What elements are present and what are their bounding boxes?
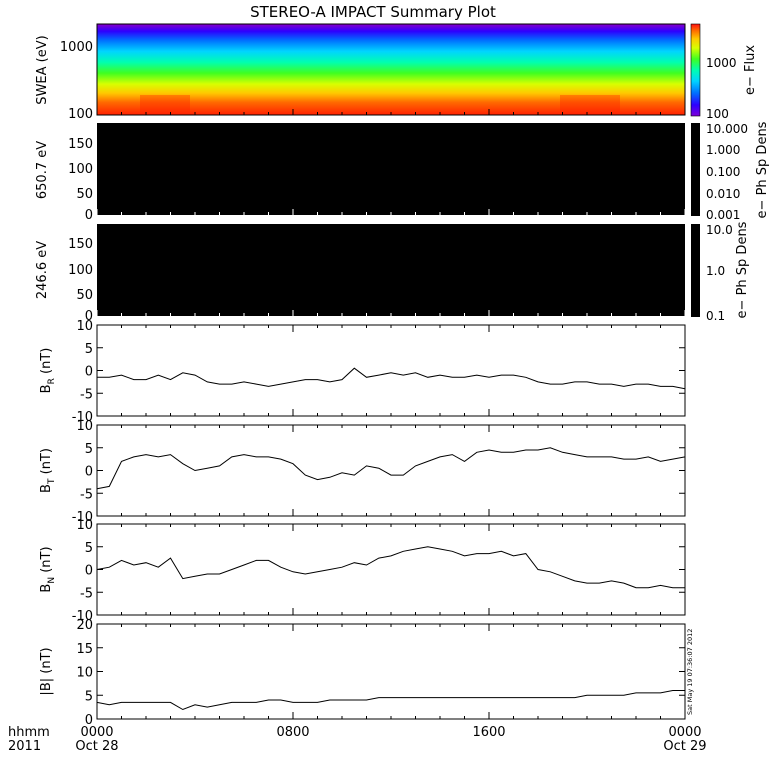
swea-ylabel: SWEA (eV) [35,35,50,104]
bmag-ytick-label: 5 [85,689,93,704]
pad650-ytick-0: 0 [85,208,93,223]
br-ytick-label: 5 [85,342,93,357]
bt-panel: 10 5 0 -5 -10 BT (nT) [39,419,686,525]
generation-timestamp: Sat May 19 07:36:07 2012 [686,629,694,715]
br-frame [96,324,686,417]
bt-ytick-label: -5 [80,487,93,502]
pad650-ytick-150: 150 [68,137,93,152]
swea-ytick-100: 100 [68,107,93,122]
swea-ytick-1000: 1000 [60,40,93,55]
bn-panel: 10 5 0 -5 -10 BN (nT) [39,518,686,624]
pad650-ylabel: 650.7 eV [35,141,50,199]
swea-cbar-tick-100: 100 [706,107,729,121]
pad650-cbar-tick-10: 10.000 [706,122,748,136]
br-panel: 10 5 0 -5 -10 BR (nT) [39,319,686,425]
bn-series-line [96,546,685,589]
swea-spectrogram-dark-band-a [140,95,190,115]
bmag-ytick-label: 20 [76,618,93,633]
bt-ylabel: BT (nT) [39,448,57,493]
swea-spectrogram-dark-band-b [560,95,620,115]
swea-panel: 1000 100 SWEA (eV) 1000 100 e− Flux [35,23,758,122]
pad246-ytick-150: 150 [68,237,93,252]
pad650-cbar-tick-0.01: 0.010 [706,187,740,201]
br-ytick-label: 10 [76,319,93,334]
time-tick-date: Oct 28 [75,739,118,754]
bn-ytick-label: 5 [85,541,93,556]
pad650-ytick-100: 100 [68,162,93,177]
bt-ytick-label: 0 [85,465,93,480]
swea-spectrogram [97,24,685,115]
pad650-cbar-tick-1: 1.000 [706,143,740,157]
br-ytick-label: -5 [80,387,93,402]
pad246-cbar-tick-1: 1.0 [706,264,725,278]
time-tick-hhmm: 0000 [668,725,701,740]
bmag-ytick-label: 0 [85,713,93,728]
pad650-cbar-label: e− Ph Sp Dens [755,121,770,218]
bt-ytick-label: -10 [72,510,93,525]
pad246-image [97,224,685,316]
pad246-ytick-100: 100 [68,263,93,278]
time-tick-hhmm: 0000 [80,725,113,740]
pad650-image [97,123,685,215]
time-tick-hhmm: 1600 [472,725,505,740]
br-ytick-label: 0 [85,365,93,380]
bt-series-line [96,447,686,490]
swea-cbar-label: e− Flux [743,45,758,95]
bt-frame [96,424,686,517]
bn-ytick-label: 0 [85,564,93,579]
time-axis-row-label-1: hhmm [8,725,50,740]
pad246-cbar-tick-10: 10.0 [706,223,733,237]
br-ylabel: BR (nT) [39,348,57,394]
pad650-cbar-tick-0.1: 0.100 [706,165,740,179]
pad246-cbar-tick-0.1: 0.1 [706,309,725,323]
bt-ytick-label: 10 [76,419,93,434]
time-tick-date: Oct 29 [663,739,706,754]
bmag-frame [96,623,686,720]
bmag-series-line [96,690,685,711]
pad650-panel: 150 100 50 0 650.7 eV 10.000 1.000 0.100… [35,121,770,223]
pad650-ytick-50: 50 [76,187,93,202]
pad246-cbar-label: e− Ph Sp Dens [735,221,750,318]
bn-ytick-label: -5 [80,586,93,601]
swea-cbar-tick-1000: 1000 [706,56,737,70]
bmag-panel: 20 15 10 5 0 |B| (nT) [39,618,686,728]
plot-title: STEREO-A IMPACT Summary Plot [250,3,496,21]
pad650-colorbar [691,123,700,216]
bt-ytick-label: 5 [85,442,93,457]
pad650-cbar-tick-0.001: 0.001 [706,208,740,222]
bmag-ytick-label: 10 [76,666,93,681]
br-ytick-label: -10 [72,410,93,425]
bn-ylabel: BN (nT) [39,546,57,592]
bmag-ylabel: |B| (nT) [39,647,54,695]
pad246-colorbar [691,224,700,317]
bmag-ytick-label: 15 [76,642,93,657]
pad246-panel: 150 100 50 0 246.6 eV 10.0 1.0 0.1 e− Ph… [35,221,750,324]
time-tick-hhmm: 0800 [276,725,309,740]
pad246-ytick-0: 0 [85,309,93,324]
pad246-ylabel: 246.6 eV [35,241,50,299]
pad246-ytick-50: 50 [76,288,93,303]
time-axis-row-label-2: 2011 [8,739,41,754]
bn-ytick-label: 10 [76,518,93,533]
swea-colorbar [690,23,701,117]
bn-frame [96,523,686,616]
br-series-line [97,367,686,390]
bn-ytick-label: -10 [72,609,93,624]
